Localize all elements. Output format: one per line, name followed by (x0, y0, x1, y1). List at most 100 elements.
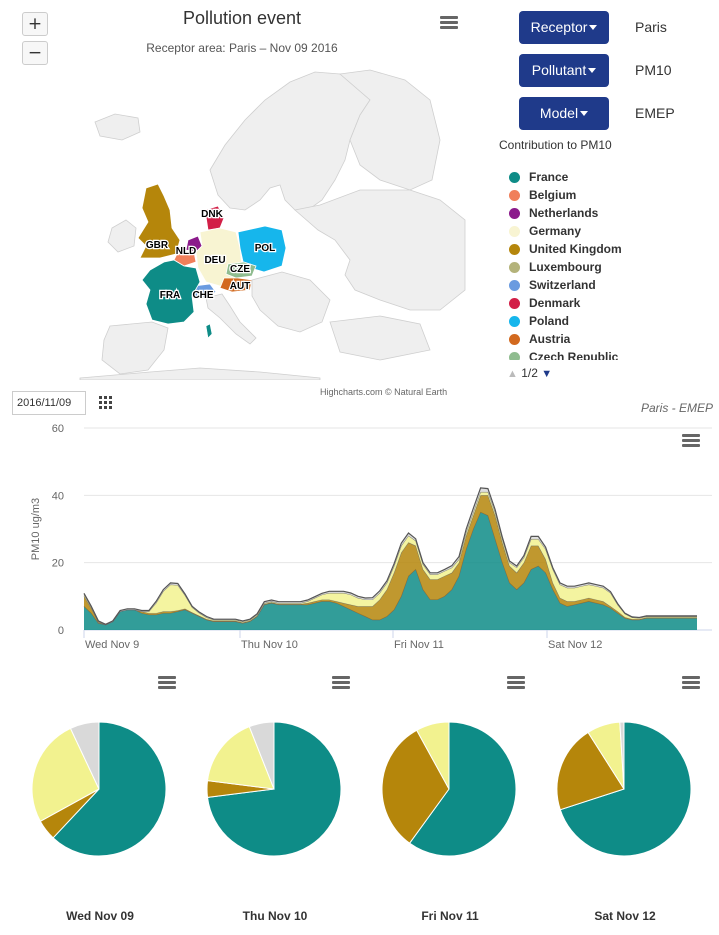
y-tick-label: 60 (52, 423, 64, 435)
map-poland (237, 225, 287, 273)
legend-marker-icon (509, 172, 520, 183)
pie-slice[interactable] (408, 721, 517, 857)
pie-4-label: Sat Nov 12 (594, 909, 656, 923)
legend-marker-icon (509, 262, 520, 273)
zoom-out-button[interactable]: − (22, 41, 48, 65)
pie-slice[interactable] (556, 731, 625, 811)
area-series[interactable] (84, 495, 697, 625)
pie-charts (31, 721, 692, 857)
map-label-nld: NLD (176, 246, 197, 257)
pie-3-menu-icon[interactable] (507, 676, 525, 690)
map-title: Pollution event (182, 8, 302, 28)
map-label-fra: FRA (160, 290, 181, 301)
map-north-africa (79, 367, 321, 380)
legend-marker-icon (509, 226, 520, 237)
timeseries-menu-icon[interactable] (682, 434, 700, 448)
legend-item-label: Denmark (529, 296, 581, 310)
legend-list: France Belgium Netherlands Germany United Ki… (500, 166, 630, 360)
legend-marker-icon (509, 208, 520, 219)
legend-prev-icon[interactable]: ▲ (507, 368, 518, 380)
map-italy (205, 293, 257, 345)
pie-slice[interactable] (52, 721, 167, 857)
pie-slice[interactable] (206, 726, 275, 790)
area-series-line (83, 487, 697, 625)
legend-item-label: United Kingdom (529, 242, 622, 256)
pie-2-label: Thu Nov 10 (242, 909, 308, 923)
map-iberia (101, 321, 169, 375)
x-tick-label: Fri Nov 11 (394, 639, 444, 651)
pie-slice[interactable] (69, 721, 100, 790)
legend-marker-icon (509, 334, 520, 345)
y-tick-label: 20 (52, 558, 64, 570)
europe-map: GBR DNK NLD DEU POL CZE FRA CHE AUT (79, 69, 466, 380)
area-series[interactable] (84, 512, 697, 630)
legend-item-label: Switzerland (529, 278, 596, 292)
pie-4-menu-icon[interactable] (682, 676, 700, 690)
pie-slice[interactable] (31, 727, 100, 822)
map-scandinavia (209, 71, 371, 211)
map-ireland (107, 219, 137, 253)
legend-pager: ▲ 1/2 ▼ (507, 366, 552, 380)
legend-item-label: Germany (529, 224, 582, 238)
map-label-pol: POL (255, 243, 276, 254)
map-menu-icon[interactable] (440, 16, 458, 30)
legend-next-icon[interactable]: ▼ (541, 368, 553, 380)
legend-item-label: Luxembourg (529, 260, 602, 274)
calendar-grid-icon[interactable] (99, 396, 112, 409)
legend-marker-icon (509, 352, 520, 360)
map-label-che: CHE (192, 290, 213, 301)
map-label-aut: AUT (230, 281, 251, 292)
map-belgium (173, 251, 197, 267)
receptor-button[interactable]: Receptor (519, 11, 609, 44)
pie-slice[interactable] (416, 721, 450, 790)
receptor-value: Paris (635, 19, 667, 35)
map-denmark (204, 205, 225, 231)
legend-item-label: France (529, 170, 569, 184)
pollutant-value: PM10 (635, 62, 672, 78)
legend-item-label: Czech Republic (529, 350, 619, 360)
map-label-gbr: GBR (146, 240, 169, 251)
legend-marker-icon (509, 298, 520, 309)
map-balkans (251, 271, 331, 333)
pie-2-menu-icon[interactable] (332, 676, 350, 690)
map-label-deu: DEU (204, 255, 225, 266)
map-austria (219, 277, 253, 293)
legend-item-label: Austria (529, 332, 571, 346)
legend-marker-icon (509, 190, 520, 201)
y-tick-label: 0 (58, 625, 64, 637)
legend-item-label: Poland (529, 314, 570, 328)
legend-title: Contribution to PM10 (499, 138, 612, 152)
model-value: EMEP (635, 105, 675, 121)
area-series-line (83, 494, 697, 626)
pie-slice[interactable] (559, 721, 692, 857)
area-series[interactable] (84, 487, 697, 625)
map-credits[interactable]: Highcharts.com © Natural Earth (320, 387, 448, 397)
timeseries-caption: Paris - EMEP (640, 401, 713, 415)
legend-item-label: Netherlands (529, 206, 599, 220)
pie-slice[interactable] (381, 729, 450, 844)
legend-item-label: Belgium (529, 188, 577, 202)
area-series-line (83, 491, 697, 626)
map-uk (137, 183, 181, 259)
pollutant-button[interactable]: Pollutant (519, 54, 609, 87)
y-axis-label: PM10 ug/m3 (30, 498, 42, 560)
pie-1-label: Wed Nov 09 (66, 909, 134, 923)
x-tick-label: Sat Nov 12 (548, 639, 602, 651)
map-label-dnk: DNK (201, 209, 223, 220)
pie-slice[interactable] (619, 721, 625, 790)
legend-marker-icon (509, 316, 520, 327)
model-button[interactable]: Model (519, 97, 609, 130)
legend-marker-icon (509, 280, 520, 291)
map-czech (225, 261, 257, 279)
map-turkey (329, 315, 431, 361)
pie-1-menu-icon[interactable] (158, 676, 176, 690)
map-france (141, 259, 201, 325)
timeseries-chart: 0 20 40 60 PM10 ug/m3 Wed Nov 9 Thu Nov 10 Fri … (30, 423, 712, 651)
date-input[interactable]: 2016/11/09 (12, 391, 86, 415)
x-tick-label: Wed Nov 9 (85, 639, 139, 651)
legend-marker-icon (509, 244, 520, 255)
map-corsica (205, 323, 213, 339)
pie-slice[interactable] (248, 721, 275, 790)
zoom-in-button[interactable]: + (22, 12, 48, 36)
map-subtitle: Receptor area: Paris – Nov 09 2016 (146, 41, 338, 55)
